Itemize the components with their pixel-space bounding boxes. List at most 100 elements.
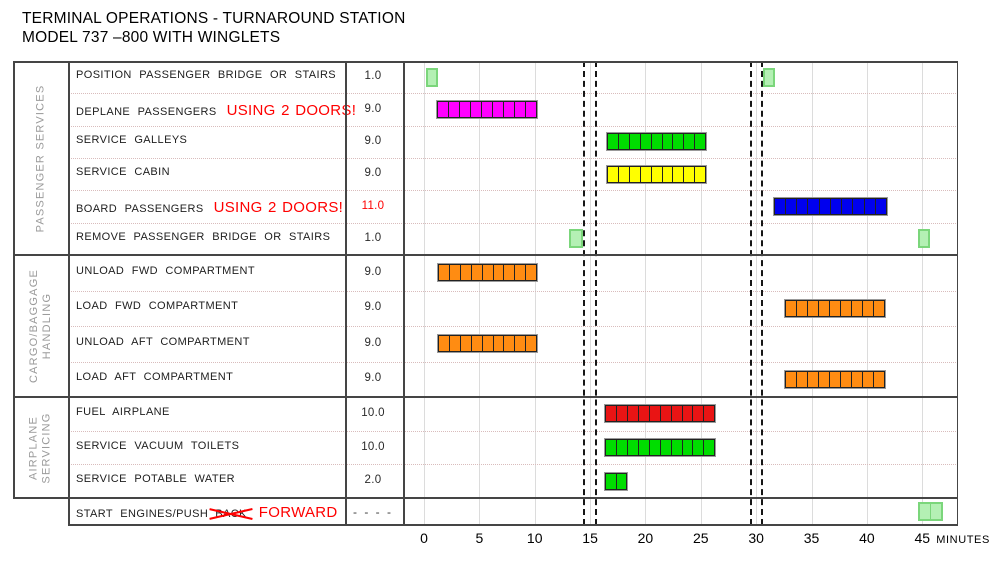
- task-label: LOAD AFT COMPARTMENT: [76, 371, 234, 384]
- task-bar: [605, 164, 708, 184]
- frame-hline-1: [13, 61, 958, 63]
- category-cell: CARGO/BAGGAGE HANDLING: [15, 257, 66, 395]
- task-note: FORWARD: [258, 503, 338, 521]
- task-row: SERVICE VACUUM TOILETS: [76, 440, 239, 452]
- task-bar: [604, 471, 628, 491]
- task-row: LOAD AFT COMPARTMENT: [76, 371, 233, 383]
- duration-value: 9.0: [364, 134, 382, 147]
- duration-value: 9.0: [364, 265, 382, 278]
- row-separator: [68, 362, 958, 363]
- axis-tick-label-15: 15: [582, 530, 598, 546]
- chart-title-line1: TERMINAL OPERATIONS - TURNAROUND STATION: [22, 10, 406, 27]
- duration-value: - - - -: [353, 504, 393, 519]
- duration-value: 10.0: [361, 406, 385, 419]
- task-label: SERVICE CABIN: [76, 166, 170, 179]
- task-row: REMOVE PASSENGER BRIDGE OR STAIRS: [76, 231, 330, 243]
- frame-vline-4: [403, 61, 405, 525]
- task-bar: [605, 132, 708, 152]
- task-bar-cell: [918, 230, 929, 248]
- task-row: LOAD FWD COMPARTMENT: [76, 300, 238, 312]
- axis-unit-label: MINUTES: [936, 534, 990, 546]
- frame-vline-3: [345, 61, 347, 525]
- row-separator: [68, 326, 958, 327]
- task-bar-cell: [427, 68, 438, 86]
- task-bar-cell: [703, 405, 716, 423]
- category-cell: PASSENGER SERVICES: [15, 63, 66, 253]
- axis-tick-label-30: 30: [748, 530, 764, 546]
- task-bar: [437, 263, 539, 283]
- frame-vline-5: [956, 61, 958, 525]
- frame-vline-2: [68, 61, 70, 525]
- gridline-5: [479, 61, 481, 525]
- task-label: SERVICE POTABLE WATER: [76, 473, 236, 486]
- task-row: BOARD PASSENGERS USING 2 DOORS!: [76, 199, 343, 216]
- task-label: FUEL AIRPLANE: [76, 405, 170, 418]
- gridline-35: [811, 61, 813, 525]
- task-row: START ENGINES/PUSH BACK FORWARD: [76, 504, 338, 521]
- axis-tick-label-45: 45: [914, 530, 931, 546]
- duration-value: 9.0: [364, 372, 382, 385]
- chart-title-line2: MODEL 737 –800 WITH WINGLETS: [22, 29, 281, 46]
- milestone-line-4: [760, 61, 763, 525]
- task-label: POSITION PASSENGER BRIDGE OR STAIRS: [76, 69, 337, 82]
- task-bar-cell: [703, 439, 716, 456]
- task-bar-cell: [930, 503, 943, 520]
- task-row: UNLOAD FWD COMPARTMENT: [76, 265, 255, 277]
- duration-value: 9.0: [364, 167, 382, 180]
- task-label: START ENGINES/PUSH: [76, 507, 209, 520]
- duration-value: 9.0: [364, 102, 382, 115]
- axis-tick-label-25: 25: [693, 530, 709, 546]
- axis-tick-label-40: 40: [859, 530, 875, 546]
- axis-tick-label-0: 0: [420, 530, 428, 546]
- milestone-line-3: [749, 61, 752, 525]
- gridline-0: [424, 61, 425, 525]
- gridline-40: [866, 61, 868, 525]
- task-bar: [772, 197, 888, 216]
- duration-value: 11.0: [361, 199, 385, 212]
- axis-tick-label-20: 20: [637, 530, 654, 546]
- gridline-20: [645, 61, 647, 525]
- category-label: CARGO/BAGGAGE HANDLING: [27, 268, 53, 384]
- row-separator: [68, 431, 958, 432]
- row-separator: [68, 158, 958, 159]
- category-label: PASSENGER SERVICES: [34, 84, 46, 232]
- task-bar-cell: [872, 299, 885, 317]
- task-label: LOAD FWD COMPARTMENT: [76, 300, 239, 313]
- duration-value: 10.0: [361, 440, 385, 453]
- gridline-15: [590, 61, 592, 525]
- task-bar: [762, 67, 775, 87]
- duration-value: 9.0: [364, 301, 382, 314]
- task-row: UNLOAD AFT COMPARTMENT: [76, 336, 250, 348]
- axis-tick-label-5: 5: [475, 530, 484, 546]
- task-bar: [917, 502, 944, 521]
- row-separator: [68, 126, 958, 127]
- category-cell: AIRPLANE SERVICING: [15, 399, 66, 496]
- duration-value: 2.0: [364, 474, 382, 487]
- gridline-10: [534, 61, 536, 525]
- task-bar-cell: [694, 165, 707, 183]
- task-bar-cell: [872, 370, 885, 388]
- task-bar: [917, 229, 930, 249]
- task-bar: [604, 438, 717, 457]
- task-bar: [426, 67, 439, 87]
- task-bar: [783, 369, 886, 389]
- task-label: REMOVE PASSENGER BRIDGE OR STAIRS: [76, 230, 331, 243]
- task-bar: [437, 334, 539, 354]
- axis-tick-label-35: 35: [803, 530, 820, 546]
- task-label: UNLOAD FWD COMPARTMENT: [76, 264, 255, 277]
- task-row: SERVICE GALLEYS: [76, 134, 187, 146]
- row-separator: [68, 223, 958, 224]
- gridline-30: [756, 61, 758, 525]
- task-bar-cell: [525, 101, 538, 118]
- milestone-line-1: [583, 61, 586, 525]
- task-bar-cell: [570, 230, 583, 248]
- milestone-line-2: [594, 61, 597, 525]
- task-bar: [436, 100, 539, 119]
- row-separator: [68, 291, 958, 292]
- task-row: FUEL AIRPLANE: [76, 406, 170, 418]
- task-bar-cell: [525, 264, 538, 282]
- row-separator: [68, 93, 958, 94]
- duration-value: 9.0: [364, 336, 382, 349]
